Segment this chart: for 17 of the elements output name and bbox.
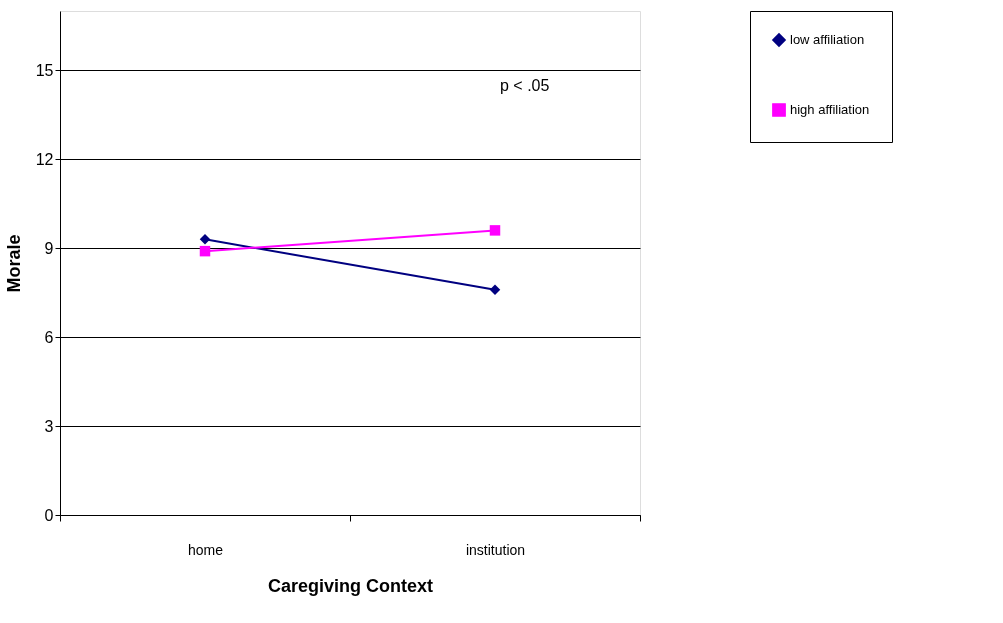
x-axis-title: Caregiving Context bbox=[267, 575, 434, 596]
point bbox=[489, 225, 501, 236]
legend-label: low affiliation bbox=[790, 32, 865, 47]
y-tick-label: 3 bbox=[44, 417, 54, 435]
y-tick-label: 6 bbox=[44, 328, 54, 346]
y-tick-label: 12 bbox=[35, 150, 54, 168]
y-tick-label: 0 bbox=[44, 506, 54, 524]
annotation: p < .05 bbox=[500, 77, 550, 94]
legend-label: high affiliation bbox=[790, 102, 870, 117]
point bbox=[199, 245, 211, 257]
point bbox=[489, 284, 501, 295]
y-axis-title: Morale bbox=[3, 234, 24, 293]
x-tick-label: home bbox=[187, 541, 224, 558]
point bbox=[199, 234, 211, 245]
y-tick-label: 9 bbox=[44, 239, 54, 257]
x-tick-label: institution bbox=[465, 541, 526, 558]
y-tick-label: 15 bbox=[35, 61, 54, 79]
